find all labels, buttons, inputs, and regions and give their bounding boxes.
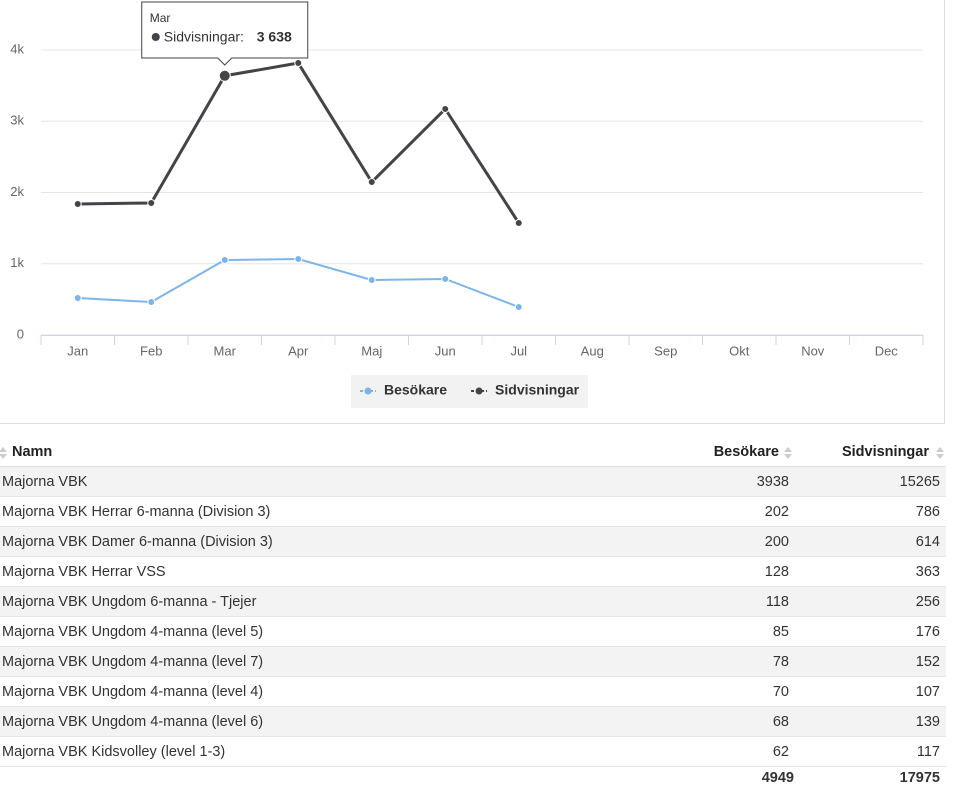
table-row: Majorna VBK Herrar 6-manna (Division 3) 2… <box>0 497 946 527</box>
table-cell: 62 <box>772 744 789 760</box>
point <box>294 254 303 263</box>
legend-dot <box>364 387 372 395</box>
table-row: Majorna VBK Kidsvolley (level 1-3) 62 117 <box>0 737 946 767</box>
y-tick-label: 0 <box>17 326 24 341</box>
point <box>147 198 156 207</box>
legend-label: Sidvisningar <box>495 382 580 398</box>
sort-icon[interactable] <box>0 445 8 461</box>
table-row: Majorna VBK Ungdom 4-manna (level 7) 78 15… <box>0 647 946 677</box>
x-tick-label: Dec <box>875 343 899 358</box>
point <box>73 294 82 303</box>
table-row: Majorna VBK Ungdom 4-manna (level 4) 70 10… <box>0 677 946 707</box>
table-row: Majorna VBK Ungdom 4-manna (level 5) 85 17… <box>0 617 946 647</box>
total-cell: 17975 <box>899 770 940 786</box>
column-header: Sidvisningar <box>841 444 929 460</box>
x-tick-label: Maj <box>361 343 382 358</box>
y-tick-label: 1k <box>10 255 24 270</box>
table-row: Majorna VBK Herrar VSS 128 363 <box>0 557 946 587</box>
series-line <box>77 257 520 308</box>
x-tick-label: Aug <box>581 343 604 358</box>
x-tick-label: Nov <box>801 343 825 358</box>
x-tick-label: Okt <box>729 343 750 358</box>
table-cell: 107 <box>915 684 940 700</box>
point <box>73 199 82 208</box>
point <box>220 255 229 264</box>
table-row: Majorna VBK Ungdom 4-manna (level 6) 68 13… <box>0 707 946 737</box>
chart-panel: 0 1k 2k 3k 4k Jan Feb Mar Apr Maj Jun Jul Aug Sep Okt N… <box>0 0 945 424</box>
tooltip-title: Mar <box>150 11 171 25</box>
table-cell: 152 <box>915 654 940 670</box>
table-cell: Majorna VBK <box>2 474 88 490</box>
y-tick-label: 3k <box>10 113 24 128</box>
table-cell: 139 <box>915 714 940 730</box>
x-tick-label: Apr <box>288 343 309 358</box>
table-row: Majorna VBK 3938 15265 <box>0 467 946 497</box>
legend-dot <box>475 387 483 395</box>
point <box>367 178 376 187</box>
point <box>294 59 303 68</box>
table-cell: 15265 <box>899 474 940 490</box>
table-cell: 128 <box>764 564 789 580</box>
table-cell: 786 <box>915 504 940 520</box>
table-cell: 200 <box>764 534 789 550</box>
point <box>147 298 156 307</box>
table-row: Majorna VBK Damer 6-manna (Division 3) 20… <box>0 527 946 557</box>
table-cell: Majorna VBK Ungdom 4-manna (level 7) <box>2 654 264 670</box>
table-cell: 176 <box>915 624 940 640</box>
x-tick-label: Jan <box>67 343 88 358</box>
tooltip: Mar Sidvisningar: 3 638 <box>141 1 309 66</box>
series-line <box>77 61 521 224</box>
table-cell: 117 <box>916 744 940 760</box>
table-cell: Majorna VBK Ungdom 4-manna (level 5) <box>2 624 264 640</box>
table-cell: Majorna VBK Ungdom 6-manna - Tjejer <box>2 594 257 610</box>
y-tick-label: 4k <box>10 41 24 56</box>
sort-icon[interactable] <box>935 445 945 461</box>
table-cell: 78 <box>772 654 789 670</box>
x-tick-label: Mar <box>214 343 237 358</box>
tooltip-value: 3 638 <box>257 29 292 45</box>
chart: 0 1k 2k 3k 4k Jan Feb Mar Apr Maj Jun Jul Aug Sep Okt N… <box>10 1 924 408</box>
totals-row: 4949 17975 <box>0 767 946 793</box>
point <box>441 104 450 113</box>
x-tick-label: Jul <box>510 343 527 358</box>
tooltip-box <box>141 1 309 66</box>
x-tick-label: Jun <box>435 343 456 358</box>
table-cell: 256 <box>915 594 940 610</box>
table-cell: 202 <box>764 504 789 520</box>
table-cell: 85 <box>772 624 789 640</box>
table-cell: Majorna VBK Damer 6-manna (Division 3) <box>2 534 273 550</box>
y-tick-label: 2k <box>10 184 24 199</box>
point <box>367 275 376 284</box>
table-cell: 3938 <box>756 474 789 490</box>
table-cell: 118 <box>765 594 789 610</box>
point <box>441 274 450 283</box>
legend-box <box>351 375 588 408</box>
table-cell: Majorna VBK Herrar VSS <box>2 564 166 580</box>
sort-icon[interactable] <box>783 445 793 461</box>
tooltip-label: Sidvisningar: <box>164 29 244 45</box>
table-cell: Majorna VBK Ungdom 4-manna (level 4) <box>2 684 264 700</box>
table-cell: Majorna VBK Kidsvolley (level 1-3) <box>2 744 226 760</box>
table-header[interactable]: Namn Besökare Sidvisningar <box>0 437 946 467</box>
x-tick-label: Sep <box>654 343 677 358</box>
table-cell: Majorna VBK Ungdom 4-manna (level 6) <box>2 714 264 730</box>
x-tick-label: Feb <box>140 343 162 358</box>
point <box>514 302 523 311</box>
column-header: Namn <box>12 444 53 460</box>
legend-label: Besökare <box>384 382 447 398</box>
stats-table: Namn Besökare Sidvisningar Majorna VBK 3938 1… <box>0 437 946 793</box>
table-cell: 614 <box>915 534 940 550</box>
table-cell: 363 <box>915 564 940 580</box>
table-cell: 68 <box>772 714 789 730</box>
table-cell: 70 <box>772 684 789 700</box>
table-row: Majorna VBK Ungdom 6-manna - Tjejer 118 25… <box>0 587 946 617</box>
point <box>514 218 523 227</box>
column-header: Besökare <box>713 444 779 460</box>
tooltip-dot <box>151 33 160 41</box>
point <box>218 69 231 82</box>
total-cell: 4949 <box>761 770 794 786</box>
table-cell: Majorna VBK Herrar 6-manna (Division 3) <box>2 504 271 520</box>
